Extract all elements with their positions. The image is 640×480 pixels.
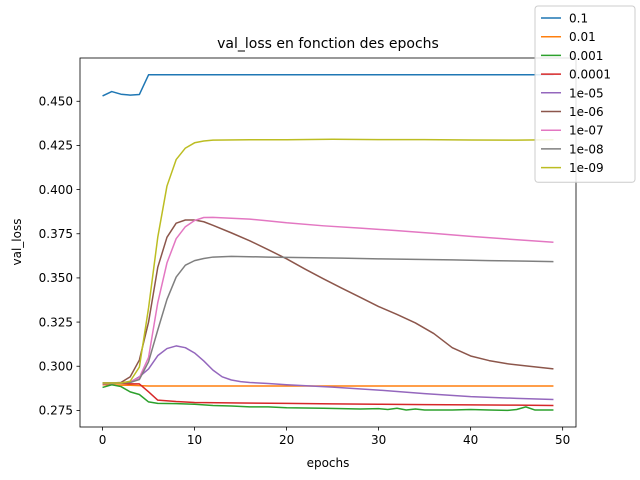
legend-label: 0.01 xyxy=(569,30,596,44)
series-line-3 xyxy=(102,382,554,407)
legend-label: 0.1 xyxy=(569,12,588,26)
legend-label: 0.0001 xyxy=(569,68,611,82)
legend-label: 1e-06 xyxy=(569,105,604,119)
chart-title: val_loss en fonction des epochs xyxy=(217,36,439,52)
y-tick-label: 0.350 xyxy=(39,271,73,285)
y-axis-ticks: 0.275 0.300 0.325 0.350 0.375 0.400 0.425 0.450 xyxy=(39,95,80,418)
y-tick-label: 0.275 xyxy=(39,404,73,418)
series-line-6 xyxy=(102,216,554,384)
legend-label: 1e-08 xyxy=(569,142,604,156)
x-tick-label: 0 xyxy=(99,433,107,447)
series-line-5 xyxy=(102,219,554,384)
series-line-4 xyxy=(102,345,554,401)
series-line-1 xyxy=(102,384,554,387)
y-tick-label: 0.300 xyxy=(39,360,73,374)
y-tick-label: 0.450 xyxy=(39,95,73,109)
x-tick-label: 30 xyxy=(371,433,386,447)
plot-lines xyxy=(102,74,554,412)
x-axis-ticks: 0 10 20 30 40 50 xyxy=(99,427,570,447)
y-axis-label: val_loss xyxy=(10,219,24,266)
x-tick-label: 20 xyxy=(279,433,294,447)
legend-label: 1e-07 xyxy=(569,124,604,138)
legend-label: 1e-09 xyxy=(569,161,604,175)
legend-label: 0.001 xyxy=(569,49,603,63)
series-line-7 xyxy=(102,255,554,384)
series-line-0 xyxy=(102,74,554,97)
series-line-8 xyxy=(102,138,554,384)
plot-frame xyxy=(79,57,577,428)
y-tick-label: 0.325 xyxy=(39,315,73,329)
y-tick-label: 0.375 xyxy=(39,227,73,241)
legend-label: 1e-05 xyxy=(569,86,604,100)
x-tick-label: 50 xyxy=(555,433,570,447)
legend: 0.1 0.01 0.001 0.0001 1e-05 1e-06 1e-07 1e-08 1e… xyxy=(534,5,636,183)
y-tick-label: 0.425 xyxy=(39,139,73,153)
series-line-2 xyxy=(102,384,554,412)
legend-box xyxy=(534,5,636,183)
y-tick-label: 0.400 xyxy=(39,183,73,197)
x-axis-label: epochs xyxy=(307,456,350,470)
x-tick-label: 40 xyxy=(463,433,478,447)
x-tick-label: 10 xyxy=(187,433,202,447)
